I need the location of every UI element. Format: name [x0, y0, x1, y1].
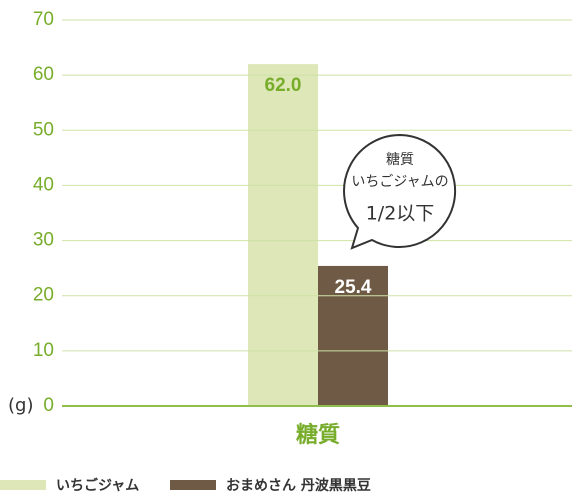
callout-text: 1/2以下 — [366, 203, 435, 225]
legend-swatch — [0, 480, 46, 490]
callout-bubble — [343, 133, 457, 250]
y-tick-label: 30 — [33, 230, 54, 251]
y-unit: (g) — [8, 395, 33, 416]
y-tick-label: 10 — [33, 340, 54, 361]
bar — [248, 64, 318, 406]
y-tick-label: 60 — [33, 64, 54, 85]
legend-label: いちごジャム — [56, 477, 139, 494]
y-tick-label: 0 — [43, 395, 54, 416]
x-tick-label: 糖質 — [296, 422, 340, 448]
legend-swatch — [170, 480, 216, 490]
callout-text: 糖質 — [386, 152, 414, 168]
value-label: 25.4 — [335, 277, 372, 298]
bar — [318, 265, 388, 406]
legend-label: おまめさん 丹波黒黒豆 — [226, 477, 371, 494]
y-tick-label: 70 — [33, 9, 54, 30]
y-tick-label: 20 — [33, 285, 54, 306]
callout-text: いちごジャムの — [351, 174, 448, 190]
value-label: 62.0 — [265, 75, 302, 96]
y-tick-label: 50 — [33, 119, 54, 140]
y-tick-label: 40 — [33, 174, 54, 195]
